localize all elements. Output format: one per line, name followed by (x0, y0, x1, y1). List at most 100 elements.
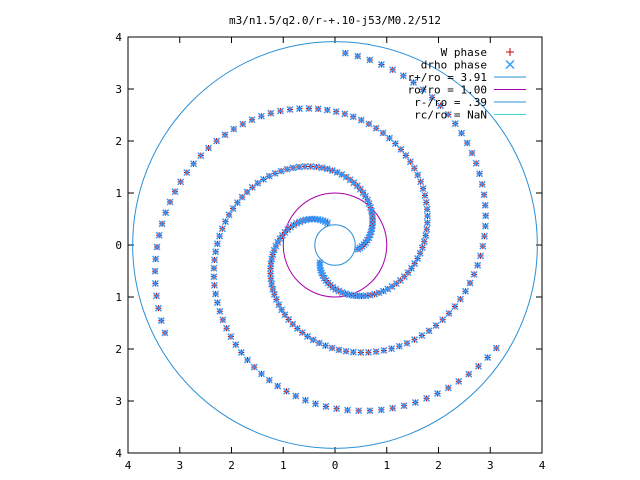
drho-phase-point (283, 165, 291, 173)
y-tick-label: 3 (115, 395, 122, 408)
drho-phase-point (364, 348, 372, 356)
drho-phase-point (385, 134, 393, 142)
drho-phase-point (482, 212, 490, 220)
y-tick-label: 2 (115, 135, 122, 148)
drho-phase-point (419, 185, 427, 193)
drho-phase-point (158, 220, 166, 228)
drho-phase-point (468, 149, 476, 157)
drho-phase-point (151, 279, 159, 287)
drho-phase-point (211, 256, 219, 264)
drho-phase-point (243, 188, 251, 196)
drho-phase-point (162, 209, 170, 217)
drho-phase-point (414, 255, 422, 263)
reference-circles (132, 41, 538, 449)
drho-phase-point (283, 387, 290, 395)
drho-phase-point (338, 171, 346, 179)
drho-phase-point (152, 292, 160, 300)
drho-phase-point (183, 169, 191, 177)
drho-phase-point (312, 163, 320, 171)
drho-phase-point (342, 347, 350, 355)
drho-phase-point (423, 394, 431, 402)
drho-phase-point (238, 193, 246, 201)
drho-phase-point (389, 404, 397, 412)
drho-phase-point (239, 120, 247, 128)
circle-r-ro-3-91 (132, 41, 538, 449)
drho-phase-point (311, 215, 319, 223)
drho-phase-point (365, 120, 373, 128)
y-tick-label: 4 (115, 31, 122, 44)
drho-phase-point (250, 363, 258, 371)
drho-phase-point (277, 167, 285, 175)
drho-phase-point (422, 232, 430, 240)
drho-phase-point (304, 332, 312, 340)
drho-phase-point (406, 158, 414, 166)
drho-phase-point (307, 163, 315, 171)
drho-phase-point (210, 281, 218, 289)
drho-phase-point (305, 104, 313, 112)
drho-phase-point (197, 152, 205, 160)
drho-phase-point (213, 240, 221, 248)
drho-phase-point (152, 255, 160, 263)
drho-phase-point (318, 164, 326, 172)
drho-phase-point (323, 165, 331, 173)
drho-phase-point (400, 402, 408, 410)
x-tick-label: 3 (176, 459, 183, 472)
drho-phase-point (204, 144, 212, 152)
drho-phase-point (267, 109, 275, 117)
drho-phase-point (379, 129, 387, 137)
drho-phase-point (474, 362, 482, 370)
legend-label: W phase (441, 46, 487, 59)
drho-phase-point (212, 248, 220, 256)
drho-phase-point (218, 225, 226, 233)
drho-phase-point (481, 222, 489, 230)
x-tick-label: 4 (125, 459, 132, 472)
drho-phase-point (470, 270, 478, 278)
chart-title: m3/n1.5/q2.0/r-+.10-j53/M0.2/512 (229, 14, 441, 27)
drho-phase-point (210, 273, 218, 281)
drho-phase-point (274, 238, 282, 246)
drho-phase-point (258, 370, 265, 378)
drho-phase-point (271, 169, 279, 177)
drho-phase-point (333, 405, 341, 413)
drho-phase-point (213, 299, 221, 307)
drho-phase-point (423, 219, 431, 227)
drho-phase-point (461, 287, 469, 295)
x-tick-label: 4 (539, 459, 546, 472)
drho-phase-point (232, 341, 240, 349)
drho-phase-point (451, 303, 459, 310)
drho-phase-point (248, 116, 256, 124)
drho-phase-point (419, 86, 427, 94)
drho-phase-point (177, 178, 185, 186)
drho-phase-point (379, 287, 387, 295)
drho-phase-point (257, 112, 265, 120)
y-tick-label: 3 (115, 83, 122, 96)
drho-phase-point (444, 384, 452, 392)
legend-label: r+/ro = 3.91 (408, 71, 487, 84)
drho-phase-point (445, 309, 453, 317)
drho-phase-point (312, 400, 320, 408)
drho-phase-point (292, 392, 300, 400)
drho-phase-point (410, 78, 418, 86)
drho-phase-point (289, 164, 297, 172)
legend-label: drho phase (421, 59, 487, 72)
y-tick-label: 1 (115, 291, 122, 304)
drho-phase-point (335, 346, 343, 354)
x-tick-label: 3 (487, 459, 494, 472)
drho-phase-point (403, 339, 411, 347)
drho-phase-point (171, 188, 179, 196)
drho-phase-point (355, 407, 363, 415)
drho-phase-point (432, 322, 440, 330)
drho-phase-point (229, 205, 237, 213)
drho-phase-point (478, 180, 486, 188)
drho-phase-point (474, 261, 482, 269)
drho-phase-point (363, 196, 371, 204)
drho-phase-point (322, 403, 330, 411)
drho-phase-point (301, 163, 309, 171)
drho-phase-point (295, 163, 303, 171)
drho-phase-point (410, 164, 418, 172)
drho-phase-point (384, 285, 392, 293)
drho-phase-point (480, 232, 488, 240)
drho-phase-point (477, 252, 485, 260)
drho-phase-point (476, 170, 484, 178)
